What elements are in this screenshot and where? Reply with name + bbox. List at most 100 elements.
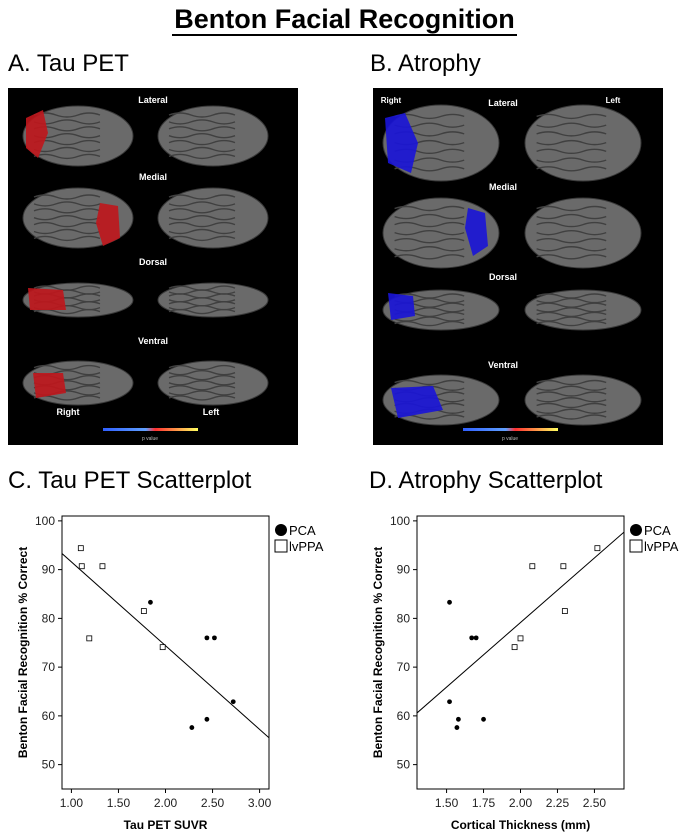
x-tick-label: 3.00 <box>248 796 272 810</box>
y-tick-label: 70 <box>397 660 411 674</box>
x-tick-label: 2.00 <box>509 796 533 810</box>
panel-a-label: A. Tau PET <box>8 50 129 77</box>
hemisphere-label-left: Left <box>203 407 220 417</box>
atrophy-brain-map: Right Left Lateral Medial Dorsal Ventral… <box>373 88 663 445</box>
y-tick-label: 60 <box>397 709 411 723</box>
hemisphere-label-left: Left <box>606 96 621 105</box>
y-tick-label: 80 <box>397 611 411 625</box>
view-label-dorsal: Dorsal <box>489 272 517 282</box>
point-pca <box>469 635 475 641</box>
point-pca <box>447 599 452 605</box>
brain-left-row-0 <box>157 105 269 167</box>
tau-highlight-ventral <box>33 373 66 398</box>
x-tick-label: 1.50 <box>107 796 131 810</box>
point-lvppa <box>159 644 166 651</box>
point-lvppa <box>78 563 85 570</box>
plot-frame <box>61 515 270 790</box>
brain-left-row-0 <box>524 104 642 182</box>
view-label-ventral: Ventral <box>488 360 518 370</box>
panel-b-label: B. Atrophy <box>370 50 481 77</box>
point-pca <box>212 635 217 641</box>
y-axis-label: Benton Facial Recognition % Correct <box>16 547 30 758</box>
point-lvppa <box>561 608 568 614</box>
point-pca <box>204 716 210 722</box>
brain-left-row-3 <box>524 374 642 426</box>
tau-highlight-medial <box>96 203 120 246</box>
x-axis-label: Cortical Thickness (mm) <box>451 818 590 832</box>
legend-label-pca: PCA <box>644 523 671 538</box>
y-axis-label: Benton Facial Recognition % Correct <box>371 547 385 758</box>
y-tick-label: 100 <box>35 514 55 528</box>
point-pca <box>454 725 460 730</box>
point-lvppa <box>86 635 93 642</box>
panel-d-label: D. Atrophy Scatterplot <box>369 467 603 494</box>
point-lvppa <box>99 563 106 570</box>
view-label-lateral: Lateral <box>488 98 518 108</box>
hemisphere-label-right: Right <box>57 407 80 417</box>
point-pca <box>473 635 479 641</box>
brain-left-row-1 <box>524 197 642 269</box>
y-tick-label: 90 <box>397 563 411 577</box>
y-tick-label: 60 <box>42 709 56 723</box>
legend-label-lvppa: lvPPA <box>644 539 679 554</box>
x-tick-label: 2.50 <box>583 796 607 810</box>
colorbar-label: p value <box>502 436 518 442</box>
legend-marker-lvppa <box>274 539 288 553</box>
tau-highlight-dorsal <box>28 288 66 310</box>
brain-left-row-1 <box>157 187 269 249</box>
point-pca <box>204 635 210 641</box>
y-tick-label: 100 <box>390 514 410 528</box>
figure-title: Benton Facial Recognition <box>172 4 517 36</box>
point-lvppa <box>517 635 524 642</box>
legend-marker-pca <box>630 524 642 536</box>
point-pca <box>481 716 486 722</box>
brain-left-row-2 <box>524 289 642 331</box>
point-pca <box>447 699 452 705</box>
colorbar-label: p value <box>142 436 158 442</box>
brain-right-row-0 <box>22 105 134 167</box>
brain-left-row-2 <box>157 282 269 318</box>
atrophy-highlight-medial <box>465 208 488 256</box>
point-lvppa <box>511 644 518 651</box>
view-label-medial: Medial <box>139 172 167 182</box>
tau-pet-brain-map: Lateral Medial Dorsal Ventral Right Left… <box>8 88 298 445</box>
atrophy-highlight-dorsal <box>388 293 415 320</box>
colorbar <box>463 428 558 431</box>
legend-marker-lvppa <box>629 539 643 553</box>
point-pca <box>189 725 195 730</box>
point-lvppa <box>529 563 536 570</box>
point-lvppa <box>77 545 84 552</box>
hemisphere-label-right: Right <box>381 96 402 105</box>
y-tick-label: 50 <box>397 758 411 772</box>
view-label-ventral: Ventral <box>138 336 168 346</box>
view-label-dorsal: Dorsal <box>139 257 167 267</box>
x-tick-label: 2.00 <box>154 796 178 810</box>
legend-label-pca: PCA <box>289 523 316 538</box>
panel-c-label: C. Tau PET Scatterplot <box>8 467 252 494</box>
atrophy-scatterplot: 50 60 70 80 90 100 1.50 1.75 2.00 2.25 2.50 Cortica… <box>371 514 679 832</box>
y-tick-label: 70 <box>42 660 56 674</box>
x-tick-label: 1.75 <box>472 796 496 810</box>
point-pca <box>230 699 236 705</box>
view-label-medial: Medial <box>489 182 517 192</box>
tau-pet-scatterplot: 50 60 70 80 90 100 1.00 1.50 2.00 2.50 3.00 Tau PET… <box>16 514 324 832</box>
legend-label-lvppa: lvPPA <box>289 539 324 554</box>
view-label-lateral: Lateral <box>138 95 168 105</box>
atrophy-highlight-lateral <box>385 113 418 173</box>
x-tick-label: 2.50 <box>201 796 225 810</box>
legend-marker-pca <box>275 524 287 536</box>
regression-line <box>417 531 624 714</box>
point-lvppa <box>594 545 601 552</box>
y-tick-label: 80 <box>42 611 56 625</box>
x-axis-label: Tau PET SUVR <box>124 818 208 832</box>
point-pca <box>456 716 461 722</box>
colorbar <box>103 428 198 431</box>
tau-highlight-lateral <box>26 110 48 158</box>
point-pca <box>148 599 153 605</box>
plot-frame <box>416 515 625 790</box>
atrophy-highlight-ventral <box>391 386 443 418</box>
x-tick-label: 1.00 <box>60 796 84 810</box>
point-lvppa <box>140 608 147 614</box>
x-tick-label: 2.25 <box>546 796 570 810</box>
x-tick-label: 1.50 <box>435 796 459 810</box>
